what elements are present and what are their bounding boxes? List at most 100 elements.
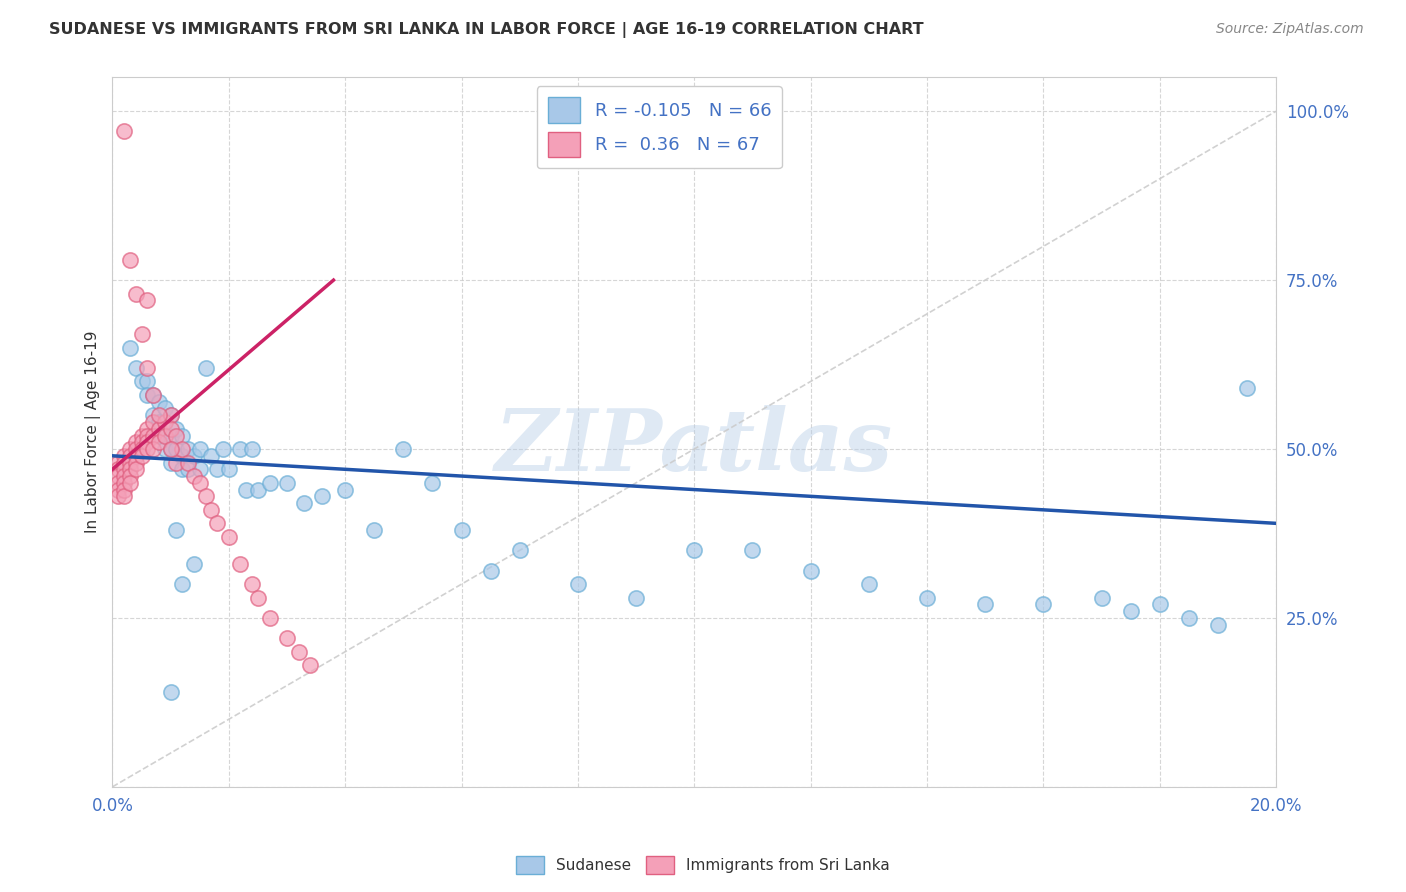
Point — [136, 361, 159, 376]
Y-axis label: In Labor Force | Age 16-19: In Labor Force | Age 16-19 — [86, 331, 101, 533]
Point — [200, 449, 222, 463]
Point — [165, 422, 187, 436]
Point — [125, 449, 148, 463]
Point — [136, 422, 159, 436]
Point — [112, 462, 135, 476]
Point — [153, 401, 176, 416]
Point — [148, 435, 170, 450]
Point — [118, 475, 141, 490]
Point — [131, 442, 153, 456]
Point — [567, 577, 589, 591]
Point — [235, 483, 257, 497]
Point — [118, 469, 141, 483]
Point — [188, 475, 211, 490]
Point — [131, 327, 153, 342]
Point — [159, 456, 181, 470]
Point — [1178, 611, 1201, 625]
Point — [159, 685, 181, 699]
Point — [136, 435, 159, 450]
Point — [159, 409, 181, 423]
Point — [112, 483, 135, 497]
Point — [177, 462, 200, 476]
Point — [205, 516, 228, 531]
Point — [246, 483, 269, 497]
Point — [450, 523, 472, 537]
Point — [165, 456, 187, 470]
Point — [218, 530, 240, 544]
Point — [131, 428, 153, 442]
Point — [153, 415, 176, 429]
Point — [392, 442, 415, 456]
Point — [218, 462, 240, 476]
Point — [112, 489, 135, 503]
Point — [118, 341, 141, 355]
Point — [107, 475, 129, 490]
Point — [112, 475, 135, 490]
Point — [194, 489, 217, 503]
Text: SUDANESE VS IMMIGRANTS FROM SRI LANKA IN LABOR FORCE | AGE 16-19 CORRELATION CHA: SUDANESE VS IMMIGRANTS FROM SRI LANKA IN… — [49, 22, 924, 38]
Point — [148, 394, 170, 409]
Text: ZIPatlas: ZIPatlas — [495, 405, 893, 488]
Point — [118, 462, 141, 476]
Point — [183, 449, 205, 463]
Point — [1236, 381, 1258, 395]
Point — [153, 428, 176, 442]
Point — [205, 462, 228, 476]
Point — [1032, 598, 1054, 612]
Point — [858, 577, 880, 591]
Point — [153, 428, 176, 442]
Point — [1206, 617, 1229, 632]
Point — [159, 442, 181, 456]
Point — [148, 415, 170, 429]
Point — [125, 442, 148, 456]
Point — [107, 489, 129, 503]
Point — [741, 543, 763, 558]
Point — [142, 442, 165, 456]
Point — [148, 409, 170, 423]
Point — [509, 543, 531, 558]
Point — [212, 442, 235, 456]
Point — [153, 442, 176, 456]
Legend: R = -0.105   N = 66, R =  0.36   N = 67: R = -0.105 N = 66, R = 0.36 N = 67 — [537, 87, 782, 169]
Point — [1090, 591, 1112, 605]
Point — [177, 442, 200, 456]
Point — [240, 442, 263, 456]
Point — [136, 388, 159, 402]
Point — [624, 591, 647, 605]
Point — [148, 422, 170, 436]
Point — [112, 449, 135, 463]
Point — [422, 475, 444, 490]
Point — [159, 442, 181, 456]
Point — [200, 503, 222, 517]
Point — [142, 388, 165, 402]
Point — [294, 496, 316, 510]
Point — [125, 456, 148, 470]
Point — [131, 375, 153, 389]
Point — [188, 442, 211, 456]
Point — [299, 658, 322, 673]
Point — [125, 435, 148, 450]
Point — [131, 435, 153, 450]
Point — [159, 422, 181, 436]
Point — [229, 557, 252, 571]
Point — [112, 124, 135, 138]
Point — [915, 591, 938, 605]
Point — [363, 523, 385, 537]
Point — [172, 428, 194, 442]
Point — [131, 449, 153, 463]
Point — [165, 442, 187, 456]
Point — [194, 361, 217, 376]
Point — [107, 462, 129, 476]
Point — [112, 456, 135, 470]
Point — [118, 442, 141, 456]
Point — [240, 577, 263, 591]
Point — [172, 449, 194, 463]
Point — [246, 591, 269, 605]
Point — [125, 462, 148, 476]
Point — [118, 449, 141, 463]
Point — [974, 598, 997, 612]
Point — [118, 252, 141, 267]
Point — [172, 462, 194, 476]
Point — [142, 409, 165, 423]
Point — [188, 462, 211, 476]
